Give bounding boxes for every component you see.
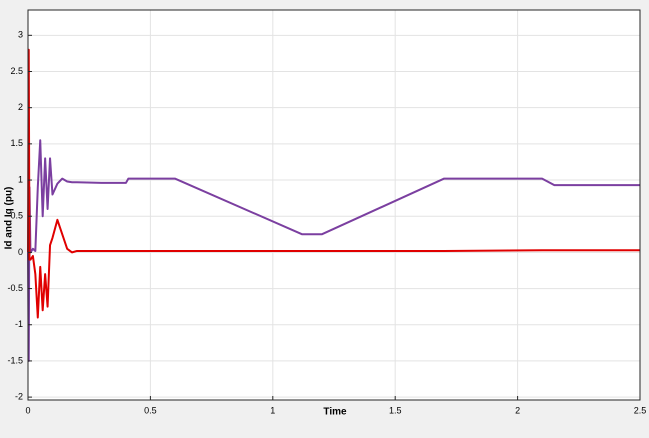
y-tick-label: 1.5 [10, 138, 23, 148]
x-tick-label: 0 [25, 405, 30, 415]
data-line [27, 139, 640, 362]
y-tick-label: 0 [18, 247, 23, 257]
y-axis-label: Id and Iq (pu) [4, 187, 15, 250]
x-tick-label: 1 [270, 405, 275, 415]
x-tick-label: 0.5 [144, 405, 157, 415]
plot-frame [27, 9, 641, 401]
y-tick-label: 2.5 [10, 66, 23, 76]
x-tick-label: 1.5 [389, 405, 402, 415]
y-tick-label: -1 [15, 319, 23, 329]
y-tick-label: 3 [18, 30, 23, 40]
data-line [27, 48, 640, 319]
x-tick-label: 2 [515, 405, 520, 415]
y-tick-label: -0.5 [7, 283, 23, 293]
lines [27, 48, 640, 362]
y-tick-label: 2 [18, 102, 23, 112]
x-axis-label: Time [323, 407, 347, 418]
y-tick-label: 1 [18, 174, 23, 184]
x-tick-label: 2.5 [634, 405, 647, 415]
y-tick-label: -1.5 [7, 355, 23, 365]
y-tick-label: -2 [15, 391, 23, 401]
plot-area [28, 10, 640, 400]
y-tick-label: 0.5 [10, 211, 23, 221]
